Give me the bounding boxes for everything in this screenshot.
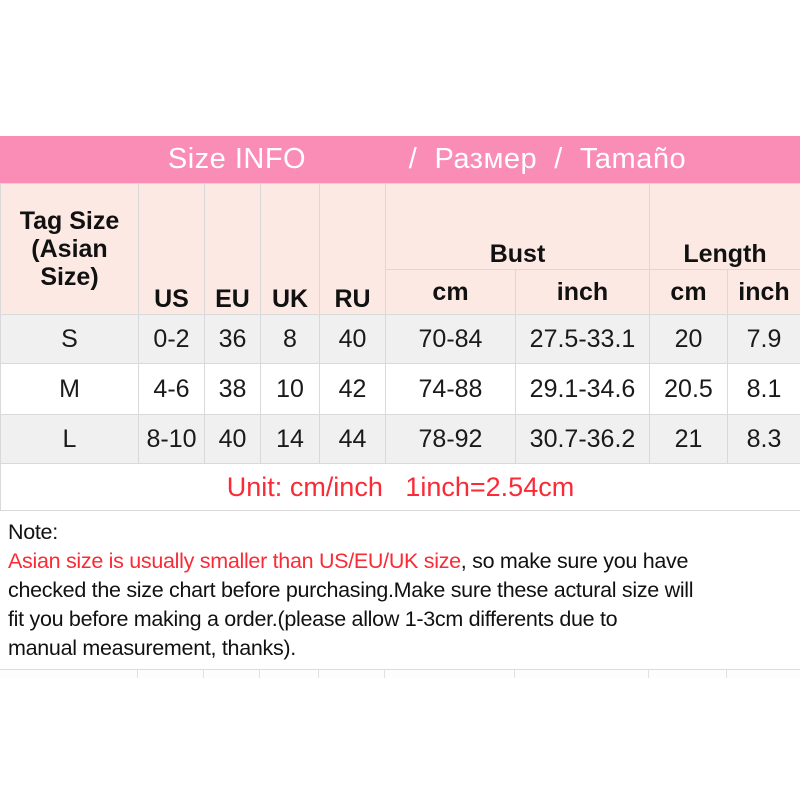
cell-length-cm: 20 xyxy=(649,314,728,364)
corner-line-3: Size) xyxy=(40,263,99,291)
unit-note-text: Unit: cm/inch 1inch=2.54cm xyxy=(0,463,800,511)
cell-length-inch: 7.9 xyxy=(726,314,800,364)
header-cell-uk: UK xyxy=(260,183,320,315)
cell-bust-cm: 70-84 xyxy=(385,314,516,364)
note-line-2: checked the size chart before purchasing… xyxy=(8,578,694,602)
cell-length-inch: 8.3 xyxy=(726,414,800,464)
note-line-1: Asian size is usually smaller than US/EU… xyxy=(8,547,792,576)
header-cell-length-cm: cm xyxy=(649,269,728,315)
cell-eu: 38 xyxy=(204,363,261,415)
cell-length-cm: 21 xyxy=(649,414,728,464)
note-label: Note: xyxy=(8,520,58,544)
stub-cell xyxy=(727,670,800,678)
table-row-m: M 4-6 38 10 42 74-88 29.1-34.6 20.5 8.1 xyxy=(0,363,800,415)
stub-cell xyxy=(204,670,260,678)
cell-us: 4-6 xyxy=(138,363,205,415)
header-cell-bust-inch: inch xyxy=(515,269,650,315)
cropped-empty-row xyxy=(0,669,800,678)
header-row-units: cm inch cm inch xyxy=(1,269,800,315)
cell-bust-inch: 30.7-36.2 xyxy=(515,414,650,464)
cell-bust-cm: 74-88 xyxy=(385,363,516,415)
corner-line-1: Tag Size xyxy=(19,207,120,235)
table-row-l: L 8-10 40 14 44 78-92 30.7-36.2 21 8.3 xyxy=(0,414,800,464)
stub-cell xyxy=(138,670,204,678)
unit-row: Unit: cm/inch 1inch=2.54cm xyxy=(0,463,800,511)
cell-bust-cm: 78-92 xyxy=(385,414,516,464)
note-line-1-rest: , so make sure you have xyxy=(460,549,689,573)
table-row-s: S 0-2 36 8 40 70-84 27.5-33.1 20 7.9 xyxy=(0,314,800,364)
header-row-groups: Tag Size (Asian Size) US EU UK RU Bust L… xyxy=(0,183,800,315)
corner-line-2: (Asian xyxy=(31,235,108,263)
header-cell-us: US xyxy=(138,183,205,315)
note-warning-red: Asian size is usually smaller than US/EU… xyxy=(8,549,461,573)
cell-uk: 8 xyxy=(260,314,320,364)
stub-cell xyxy=(649,670,727,678)
stub-cell xyxy=(260,670,319,678)
cell-us: 0-2 xyxy=(138,314,205,364)
header-cell-ru: RU xyxy=(319,183,386,315)
title-bar: Size INFO / Размер / Tamaño xyxy=(0,136,800,183)
cell-eu: 36 xyxy=(204,314,261,364)
stub-cell xyxy=(319,670,385,678)
cell-bust-inch: 29.1-34.6 xyxy=(515,363,650,415)
header-cell-eu: EU xyxy=(204,183,261,315)
cell-length-cm: 20.5 xyxy=(649,363,728,415)
note-line-4: manual measurement, thanks). xyxy=(8,636,296,660)
cell-us: 8-10 xyxy=(138,414,205,464)
header-cell-tag-size: Tag Size (Asian Size) xyxy=(0,183,139,315)
cell-uk: 14 xyxy=(260,414,320,464)
cell-ru: 40 xyxy=(319,314,386,364)
header-cell-bust: Bust xyxy=(385,183,650,270)
stub-cell xyxy=(515,670,649,678)
header-cell-length: Length xyxy=(648,183,800,270)
header-cell-length-inch: inch xyxy=(726,269,800,315)
stub-cell xyxy=(0,670,138,678)
note-line-3: fit you before making a order.(please al… xyxy=(8,607,618,631)
header-cell-bust-cm: cm xyxy=(385,269,516,315)
note-block: Note: Asian size is usually smaller than… xyxy=(0,511,800,663)
cell-eu: 40 xyxy=(204,414,261,464)
cell-ru: 42 xyxy=(319,363,386,415)
stub-cell xyxy=(385,670,515,678)
cell-uk: 10 xyxy=(260,363,320,415)
cell-tag: M xyxy=(0,363,139,415)
cell-ru: 44 xyxy=(319,414,386,464)
cell-tag: L xyxy=(0,414,139,464)
size-table: Tag Size (Asian Size) US EU UK RU Bust L… xyxy=(0,183,800,511)
cell-length-inch: 8.1 xyxy=(726,363,800,415)
cell-bust-inch: 27.5-33.1 xyxy=(515,314,650,364)
title-text: Size INFO / Размер / Tamaño xyxy=(167,143,687,175)
cell-tag: S xyxy=(0,314,139,364)
